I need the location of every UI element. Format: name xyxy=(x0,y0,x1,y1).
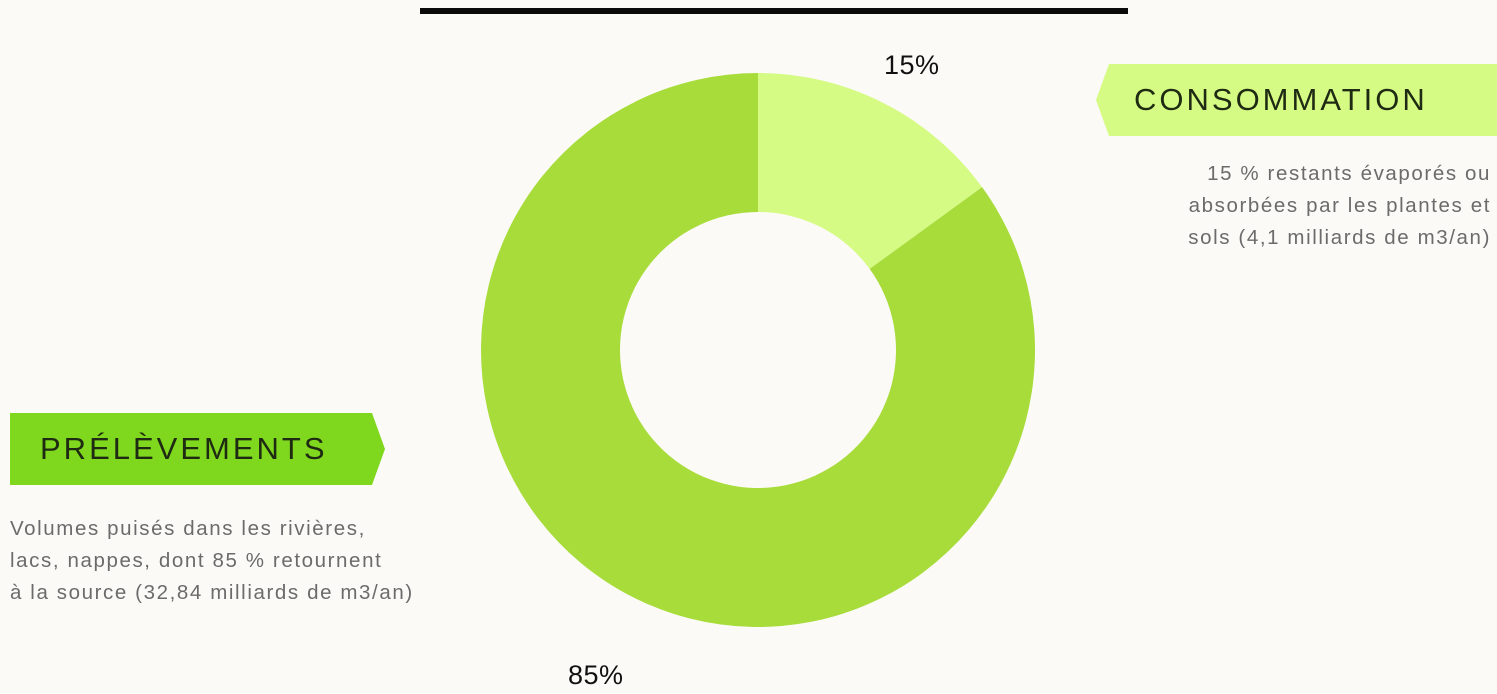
slice-label-prelevements: 85% xyxy=(568,660,624,690)
legend-label-consommation: CONSOMMATION xyxy=(1134,82,1428,117)
description-line: sols (4,1 milliards de m3/an) xyxy=(1188,226,1491,249)
description-line: lacs, nappes, dont 85 % retournent xyxy=(10,549,383,572)
legend-ribbon-prelevements: PRÉLÈVEMENTS xyxy=(10,413,385,485)
description-line: à la source (32,84 milliards de m3/an) xyxy=(10,581,414,604)
top-divider-line xyxy=(420,8,1128,14)
donut-slice-prelevements xyxy=(481,73,1036,628)
description-line: absorbées par les plantes et xyxy=(1188,194,1491,217)
description-line: 15 % restants évaporés ou xyxy=(1207,162,1491,185)
legend-description-consommation: 15 % restants évaporés ou absorbées par … xyxy=(1188,158,1491,254)
donut-slice-consommation xyxy=(758,73,983,269)
legend-label-prelevements: PRÉLÈVEMENTS xyxy=(40,431,328,466)
legend-description-prelevements: Volumes puisés dans les rivières, lacs, … xyxy=(10,513,414,609)
description-line: Volumes puisés dans les rivières, xyxy=(10,517,366,540)
legend-ribbon-consommation: CONSOMMATION xyxy=(1096,64,1497,136)
slice-label-consommation: 15% xyxy=(884,50,940,80)
